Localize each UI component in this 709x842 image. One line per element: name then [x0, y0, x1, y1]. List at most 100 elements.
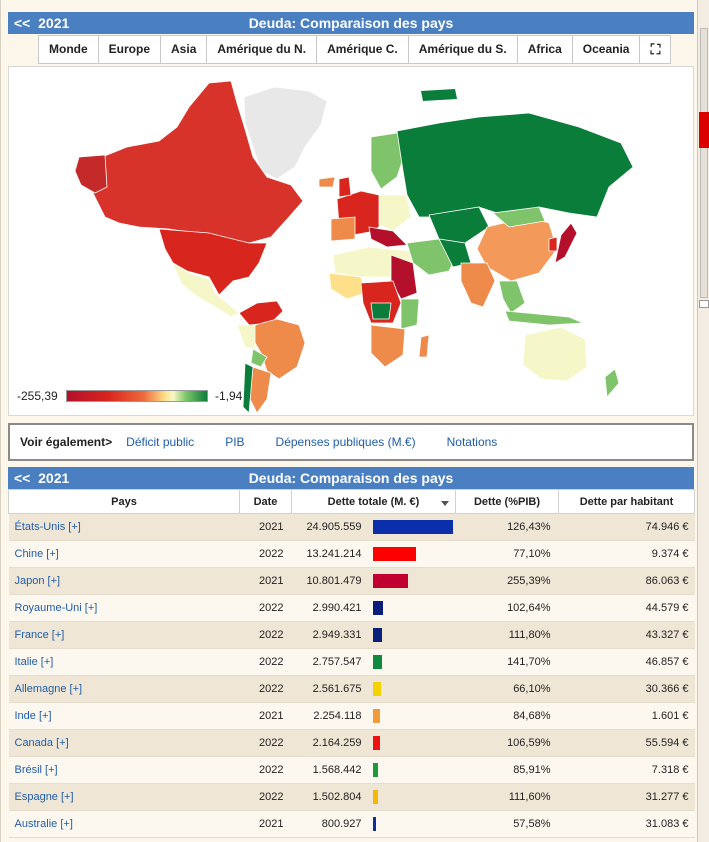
- map-canada: [92, 80, 304, 244]
- row-debt-bar-cell: [369, 594, 456, 622]
- side-red-tab[interactable]: [699, 112, 709, 148]
- map-greenland: [243, 86, 328, 180]
- map-iceland: [318, 176, 336, 188]
- row-debt-per-capita: 31.083 €: [558, 810, 695, 838]
- link-depenses-publiques[interactable]: Dépenses publiques (M.€): [275, 435, 416, 449]
- table-header-row: Pays Date Dette totale (M. €) Dette (%PI…: [8, 489, 695, 514]
- tab-monde[interactable]: Monde: [39, 36, 99, 63]
- link-notations[interactable]: Notations: [446, 435, 498, 449]
- debt-bar: [372, 682, 381, 696]
- table-row: France [+] 2022 2.949.331 111,80% 43.327 €: [8, 621, 695, 649]
- row-debt-bar-cell: [369, 756, 456, 784]
- table-row: Brésil [+] 2022 1.568.442 85,91% 7.318 €: [8, 756, 695, 784]
- row-debt-pct: 66,10%: [455, 675, 559, 703]
- row-debt-bar-cell: [369, 648, 456, 676]
- debt-bar: [372, 547, 416, 561]
- row-debt-bar-cell: [369, 567, 456, 595]
- map-central-africa: [360, 280, 402, 324]
- map-egypt-sudan: [390, 254, 418, 300]
- tab-amerique-nord[interactable]: Amérique du N.: [207, 36, 318, 63]
- page-left-border: [0, 0, 1, 842]
- world-map-svg: [74, 80, 634, 414]
- row-total-debt: 2.757.547: [291, 648, 370, 676]
- side-scrollbar[interactable]: [700, 28, 708, 298]
- tab-asia[interactable]: Asia: [161, 36, 208, 63]
- link-pib[interactable]: PIB: [225, 435, 245, 449]
- col-dette-totale[interactable]: Dette totale (M. €): [291, 489, 456, 514]
- debt-bar: [372, 736, 380, 750]
- row-total-debt: 1.568.442: [291, 756, 370, 784]
- row-date: 2021: [239, 810, 292, 838]
- row-debt-bar-cell: [369, 729, 456, 757]
- country-link[interactable]: France [+]: [8, 621, 240, 649]
- row-total-debt: 10.801.479: [291, 567, 370, 595]
- row-date: 2021: [239, 567, 292, 595]
- country-link[interactable]: Royaume-Uni [+]: [8, 594, 240, 622]
- world-map[interactable]: -255,39 -1,94: [8, 66, 694, 416]
- row-debt-pct: 141,70%: [455, 648, 559, 676]
- map-bolivia: [250, 348, 268, 368]
- row-debt-pct: 84,68%: [455, 702, 559, 730]
- map-japan: [554, 222, 578, 264]
- row-date: 2022: [239, 540, 292, 568]
- debt-bar: [372, 628, 382, 642]
- row-total-debt: 2.949.331: [291, 621, 370, 649]
- row-debt-per-capita: 74.946 €: [558, 513, 695, 541]
- table-back-year-link[interactable]: << 2021: [14, 470, 70, 486]
- tab-amerique-sud[interactable]: Amérique du S.: [409, 36, 518, 63]
- row-total-debt: 2.164.259: [291, 729, 370, 757]
- fullscreen-icon[interactable]: ⛶: [650, 41, 661, 57]
- country-link[interactable]: Inde [+]: [8, 702, 240, 730]
- col-date[interactable]: Date: [239, 489, 292, 514]
- row-debt-bar-cell: [369, 540, 456, 568]
- country-link[interactable]: Australie [+]: [8, 810, 240, 838]
- map-uk: [338, 176, 352, 198]
- table-header-bar: << 2021 Deuda: Comparaison des pays: [8, 467, 694, 489]
- link-deficit-public[interactable]: Déficit public: [126, 435, 195, 449]
- legend-min-value: -255,39: [17, 389, 58, 403]
- country-link[interactable]: Japon [+]: [8, 567, 240, 595]
- table-row: Espagne [+] 2022 1.502.804 111,60% 31.277 €: [8, 783, 695, 811]
- country-link[interactable]: États-Unis [+]: [8, 513, 240, 541]
- tab-amerique-centrale[interactable]: Amérique C.: [317, 36, 409, 63]
- row-debt-per-capita: 44.579 €: [558, 594, 695, 622]
- row-debt-pct: 77,10%: [455, 540, 559, 568]
- map-southern-africa: [370, 324, 406, 368]
- row-debt-per-capita: 9.374 €: [558, 540, 695, 568]
- back-year-link[interactable]: << 2021: [14, 15, 70, 31]
- country-link[interactable]: Chine [+]: [8, 540, 240, 568]
- row-debt-pct: 255,39%: [455, 567, 559, 595]
- tab-africa[interactable]: Africa: [518, 36, 573, 63]
- table-row: Chine [+] 2022 13.241.214 77,10% 9.374 €: [8, 540, 695, 568]
- tab-europe[interactable]: Europe: [99, 36, 162, 63]
- row-debt-per-capita: 30.366 €: [558, 675, 695, 703]
- legend-color-scale: [66, 390, 208, 402]
- country-link[interactable]: Canada [+]: [8, 729, 240, 757]
- row-total-debt: 13.241.214: [291, 540, 370, 568]
- debt-bar: [372, 817, 376, 831]
- table-row: Inde [+] 2021 2.254.118 84,68% 1.601 €: [8, 702, 695, 730]
- table-title: Deuda: Comparaison des pays: [248, 470, 454, 486]
- row-total-debt: 2.990.421: [291, 594, 370, 622]
- table-row: Allemagne [+] 2022 2.561.675 66,10% 30.366 €: [8, 675, 695, 703]
- country-link[interactable]: Brésil [+]: [8, 756, 240, 784]
- debt-bar: [372, 709, 380, 723]
- map-italy-greece: [368, 226, 408, 248]
- tab-oceania[interactable]: Oceania: [573, 36, 641, 63]
- map-chile: [242, 362, 254, 414]
- col-dette-pib[interactable]: Dette (%PIB): [455, 489, 559, 514]
- row-total-debt: 2.561.675: [291, 675, 370, 703]
- row-debt-pct: 85,91%: [455, 756, 559, 784]
- col-pays[interactable]: Pays: [8, 489, 240, 514]
- map-australia: [522, 326, 588, 382]
- debt-table: Pays Date Dette totale (M. €) Dette (%PI…: [8, 489, 695, 838]
- row-date: 2022: [239, 621, 292, 649]
- country-link[interactable]: Italie [+]: [8, 648, 240, 676]
- row-debt-bar-cell: [369, 702, 456, 730]
- side-small-box: [699, 300, 709, 308]
- col-dette-habitant[interactable]: Dette par habitant: [558, 489, 695, 514]
- country-link[interactable]: Espagne [+]: [8, 783, 240, 811]
- map-india: [460, 262, 496, 308]
- row-debt-pct: 102,64%: [455, 594, 559, 622]
- country-link[interactable]: Allemagne [+]: [8, 675, 240, 703]
